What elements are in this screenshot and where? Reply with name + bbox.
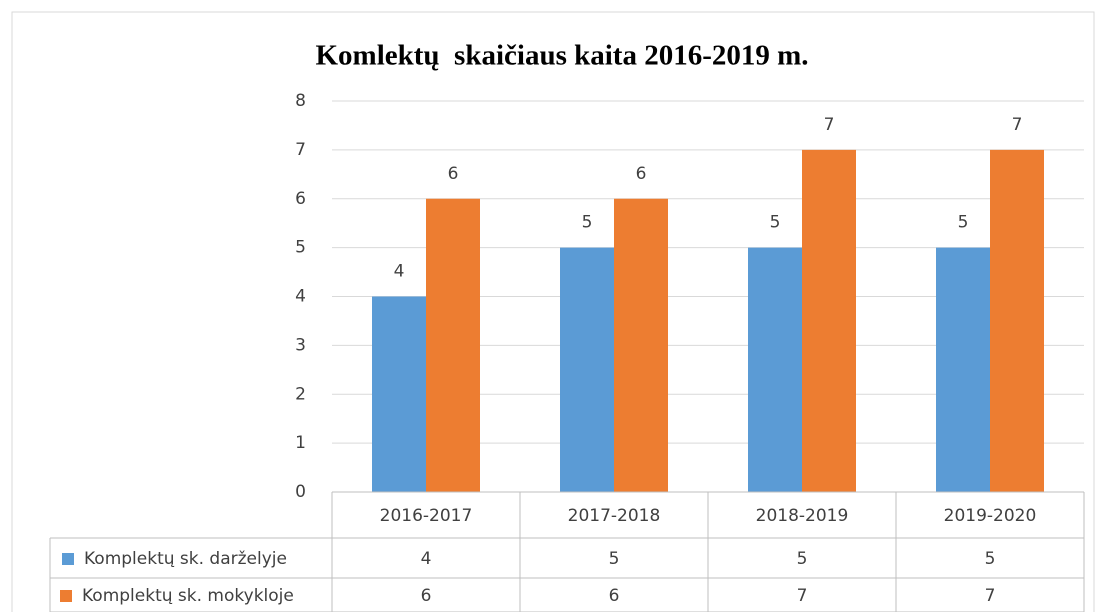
chart-title: Komlektų skaičiaus kaita 2016-2019 m. xyxy=(315,40,808,72)
data-label: 5 xyxy=(958,213,969,233)
y-tick-label: 1 xyxy=(295,433,306,453)
legend-label: Komplektų sk. mokykloje xyxy=(82,586,294,606)
x-tick-label: 2017-2018 xyxy=(568,506,661,526)
data-label: 7 xyxy=(824,115,835,135)
x-tick-label: 2016-2017 xyxy=(380,506,473,526)
bar xyxy=(560,247,614,492)
table-cell: 7 xyxy=(985,586,996,606)
bar xyxy=(802,149,856,492)
bar xyxy=(372,296,426,492)
data-label: 7 xyxy=(1012,115,1023,135)
bar xyxy=(748,247,802,492)
table-cell: 6 xyxy=(609,586,620,606)
y-tick-label: 6 xyxy=(295,189,306,209)
data-label: 5 xyxy=(770,213,781,233)
legend-swatch xyxy=(60,590,72,602)
data-label: 6 xyxy=(448,164,459,184)
y-tick-label: 4 xyxy=(295,287,306,307)
chart-frame xyxy=(11,11,1095,612)
table-cell: 7 xyxy=(797,586,808,606)
y-tick-label: 8 xyxy=(295,91,306,111)
y-tick-label: 7 xyxy=(295,140,306,160)
bar xyxy=(614,198,668,492)
bar xyxy=(426,198,480,492)
x-tick-label: 2018-2019 xyxy=(756,506,849,526)
data-label: 6 xyxy=(636,164,647,184)
x-tick-label: 2019-2020 xyxy=(944,506,1037,526)
table-cell: 5 xyxy=(609,549,620,569)
y-tick-label: 2 xyxy=(295,384,306,404)
legend-label: Komplektų sk. darželyje xyxy=(84,549,287,569)
table-cell: 6 xyxy=(421,586,432,606)
data-label: 5 xyxy=(582,213,593,233)
y-tick-label: 5 xyxy=(295,238,306,258)
table-cell: 5 xyxy=(797,549,808,569)
table-cell: 4 xyxy=(421,549,432,569)
y-tick-label: 0 xyxy=(295,482,306,502)
y-tick-label: 3 xyxy=(295,335,306,355)
table-cell: 5 xyxy=(985,549,996,569)
bar xyxy=(936,247,990,492)
legend-swatch xyxy=(62,553,74,565)
bar xyxy=(990,149,1044,492)
data-label: 4 xyxy=(394,262,405,282)
